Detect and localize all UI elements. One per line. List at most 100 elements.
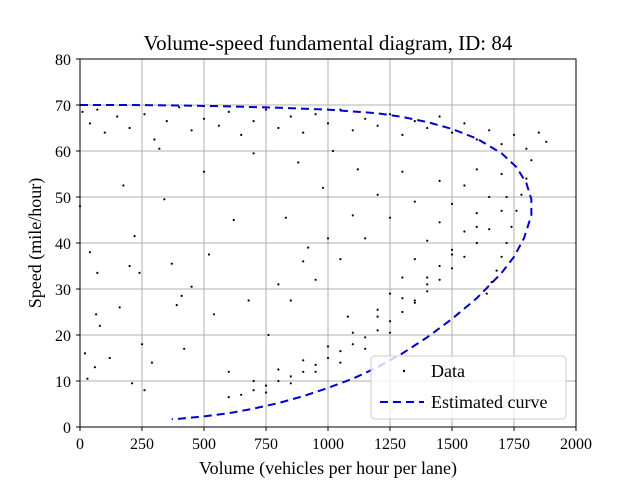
data-point <box>128 264 131 268</box>
data-point <box>438 264 441 268</box>
data-point <box>252 389 255 392</box>
data-point <box>495 269 498 272</box>
data-point <box>346 315 349 318</box>
data-point <box>500 172 503 176</box>
data-point <box>450 202 454 205</box>
data-point <box>351 129 354 132</box>
data-point <box>401 310 404 314</box>
data-point <box>351 331 354 334</box>
data-point <box>438 221 441 224</box>
data-point <box>217 124 220 127</box>
data-point <box>232 218 235 222</box>
data-point <box>364 117 367 120</box>
data-point <box>289 115 292 118</box>
data-point <box>289 375 292 378</box>
chart-title: Volume-speed fundamental diagram, ID: 84 <box>144 31 513 55</box>
data-point <box>289 299 292 302</box>
data-point <box>488 195 491 199</box>
data-point <box>96 108 99 111</box>
data-point <box>376 329 379 332</box>
data-point <box>158 147 161 150</box>
data-point <box>178 106 181 109</box>
data-point <box>150 361 154 364</box>
data-point <box>401 297 404 300</box>
data-point <box>413 120 416 123</box>
data-point <box>530 159 533 162</box>
data-point <box>401 170 404 173</box>
legend-curve-label: Estimated curve <box>431 392 547 412</box>
data-point <box>277 283 280 286</box>
data-point <box>450 248 454 251</box>
data-point <box>505 195 508 199</box>
y-tick-label: 50 <box>55 190 71 207</box>
data-point <box>302 260 305 263</box>
data-point <box>438 115 441 118</box>
data-point <box>364 347 367 350</box>
data-point <box>190 285 193 288</box>
data-point <box>401 276 404 279</box>
data-point <box>314 113 317 116</box>
data-point <box>140 343 144 346</box>
data-point <box>314 363 317 366</box>
data-point <box>388 331 392 334</box>
data-point <box>463 184 466 187</box>
data-point <box>463 122 466 125</box>
data-point <box>351 214 354 217</box>
data-point <box>426 290 429 293</box>
y-tick-label: 60 <box>55 144 71 161</box>
data-point <box>227 370 230 373</box>
data-point <box>130 382 134 385</box>
data-point <box>376 315 379 318</box>
data-point <box>252 120 255 123</box>
data-point <box>426 126 429 130</box>
data-point <box>252 379 255 383</box>
data-point <box>307 246 310 249</box>
data-point <box>339 350 342 353</box>
data-point <box>116 115 119 118</box>
data-point <box>302 370 305 373</box>
data-point <box>450 253 454 256</box>
data-point <box>81 110 84 113</box>
x-tick-label: 1500 <box>436 436 468 453</box>
data-point <box>401 133 404 136</box>
data-point <box>475 138 478 141</box>
data-point <box>413 301 416 304</box>
data-point <box>103 131 106 134</box>
data-point <box>326 122 330 125</box>
x-tick-label: 750 <box>254 436 278 453</box>
data-point <box>264 384 268 387</box>
x-tick-label: 2000 <box>560 436 592 453</box>
data-point <box>277 379 280 383</box>
legend-box <box>370 355 567 420</box>
data-point <box>240 393 243 396</box>
data-point <box>475 225 478 228</box>
data-point <box>537 131 540 134</box>
data-point <box>413 200 416 203</box>
data-point <box>485 292 488 295</box>
x-tick-label: 250 <box>130 436 154 453</box>
data-point <box>475 241 478 245</box>
data-point <box>326 237 330 240</box>
data-point <box>475 212 478 215</box>
data-point <box>128 126 131 130</box>
ticks: 0 250 500 750 1000 1250 1500 1750 2000 0 10 20 30 40 5… <box>55 52 592 453</box>
data-point <box>505 241 508 245</box>
data-point <box>450 267 454 270</box>
x-tick-label: 1750 <box>498 436 530 453</box>
data-point <box>183 347 186 350</box>
data-point <box>388 292 392 295</box>
y-tick-label: 40 <box>55 236 71 253</box>
data-point <box>326 356 330 360</box>
data-point <box>88 122 92 125</box>
data-point <box>376 124 379 127</box>
data-point <box>153 138 156 141</box>
data-point <box>202 117 206 120</box>
data-point <box>525 147 528 150</box>
data-point <box>252 152 255 155</box>
data-point <box>297 161 300 164</box>
data-point <box>475 168 478 171</box>
data-point <box>264 108 268 111</box>
estimated-curve-layer <box>80 104 533 421</box>
data-point <box>426 283 429 286</box>
